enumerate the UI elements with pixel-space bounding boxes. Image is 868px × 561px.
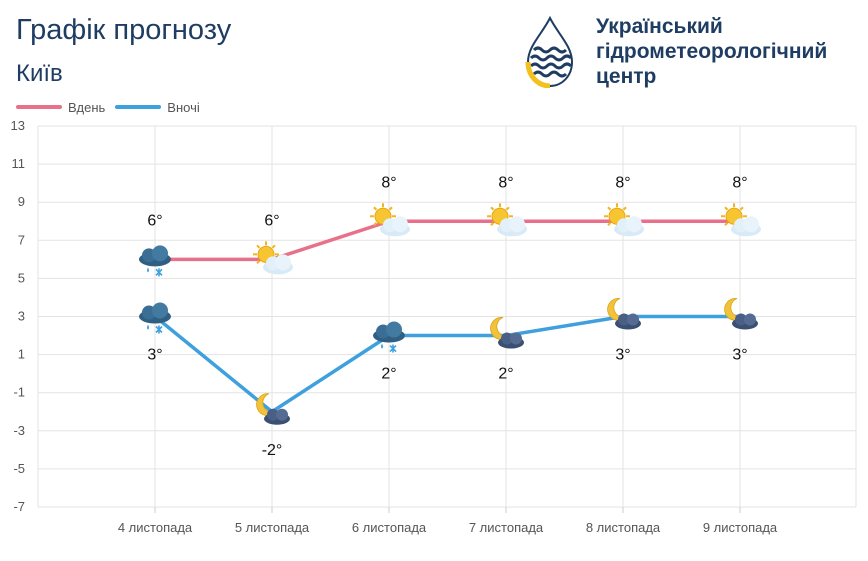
data-label-night: 2° — [498, 366, 513, 383]
legend-item-day[interactable]: Вдень — [16, 100, 105, 115]
data-label-day: 8° — [732, 174, 747, 191]
data-label-night: 3° — [147, 347, 162, 364]
data-label-night: 2° — [381, 366, 396, 383]
x-tick-label: 5 листопада — [235, 520, 310, 535]
moon-cloud-icon — [608, 298, 641, 329]
moon-cloud-icon — [257, 394, 290, 425]
page-title: Графік прогнозу — [16, 14, 232, 46]
data-label-day: 8° — [381, 174, 396, 191]
y-tick-label: 7 — [18, 232, 25, 247]
data-label-day: 8° — [498, 174, 513, 191]
legend-swatch-day — [16, 105, 62, 109]
organization-name-line: Український — [596, 15, 723, 38]
organization-name: Український гідрометеорологічний центр — [596, 14, 827, 89]
series-line-day — [155, 219, 740, 262]
y-tick-label: 11 — [12, 156, 26, 171]
y-tick-label: -1 — [13, 385, 25, 400]
legend-item-night[interactable]: Вночі — [115, 99, 200, 115]
sun-cloud-icon — [253, 241, 293, 274]
data-label-night: 3° — [732, 347, 747, 364]
y-tick-label: 9 — [18, 194, 25, 209]
y-tick-label: 5 — [18, 270, 25, 285]
series-line-night — [153, 314, 740, 414]
x-tick-label: 4 листопада — [118, 520, 193, 535]
sun-cloud-icon — [604, 203, 644, 236]
y-tick-label: 3 — [18, 309, 25, 324]
legend-swatch-night — [115, 105, 162, 109]
data-label-night: -2° — [262, 442, 283, 459]
x-tick-label: 6 листопада — [352, 520, 427, 535]
organization-name-line: центр — [596, 65, 657, 88]
sun-cloud-icon — [370, 203, 410, 236]
sun-cloud-icon — [487, 203, 527, 236]
x-tick-label: 9 листопада — [703, 520, 778, 535]
city-name: Київ — [16, 60, 63, 87]
data-label-night: 3° — [615, 347, 630, 364]
data-label-day: 8° — [615, 174, 630, 191]
data-label-day: 6° — [264, 212, 279, 229]
data-label-day: 6° — [147, 212, 162, 229]
legend-label-day: Вдень — [68, 99, 106, 115]
organization-name-line: гідрометеорологічний — [596, 40, 828, 63]
moon-cloud-icon — [725, 298, 758, 329]
y-tick-label: 1 — [18, 347, 25, 362]
x-tick-label: 7 листопада — [469, 520, 544, 535]
sun-cloud-icon — [721, 203, 761, 236]
water-drop-logo-icon — [525, 16, 574, 88]
y-tick-label: -3 — [13, 423, 25, 438]
y-tick-label: 13 — [11, 118, 25, 133]
x-tick-label: 8 листопада — [586, 520, 661, 535]
legend-label-night: Вночі — [167, 99, 200, 115]
chart-legend: Вдень Вночі — [16, 98, 210, 116]
y-tick-label: -7 — [13, 499, 25, 514]
y-tick-label: -5 — [13, 461, 25, 476]
organization-logo: Український гідрометеорологічний центр — [522, 14, 862, 90]
